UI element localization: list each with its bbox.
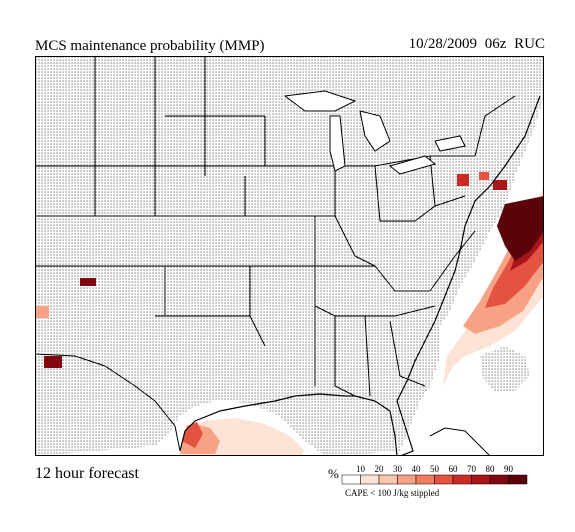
legend-box — [378, 474, 398, 485]
color-legend: 10 20 30 40 50 60 70 80 90 — [341, 464, 528, 485]
legend-box — [397, 474, 417, 485]
stippled-patch-atlantic — [480, 346, 530, 391]
mmp-shade-90 — [497, 196, 544, 261]
legend-tick-label: 60 — [449, 464, 459, 474]
great-lakes — [283, 90, 466, 175]
legend-tick-label: 40 — [412, 464, 422, 474]
florida-coastline — [354, 395, 414, 456]
forecast-label: 12 hour forecast — [35, 465, 139, 482]
legend-tick-labels: 10 20 30 40 50 60 70 80 90 — [356, 464, 514, 474]
stipple-note: CAPE < 100 J/kg stippled — [345, 488, 440, 498]
stippled-region — [35, 56, 544, 456]
mmp-shade-ny-3 — [493, 180, 507, 190]
gulf-coastline — [179, 393, 355, 452]
run-info: 10/28/2009 06z RUC — [408, 36, 545, 52]
legend-box — [341, 474, 361, 485]
legend-box — [489, 474, 509, 485]
legend-box — [452, 474, 472, 485]
mmp-shade-ny — [457, 174, 469, 186]
mmp-shade-10 — [443, 186, 544, 386]
mmp-shade-az — [35, 306, 49, 318]
mmp-shade-nm — [80, 278, 96, 286]
legend-tick-label: 70 — [467, 464, 477, 474]
legend-box — [434, 474, 454, 485]
legend-box — [415, 474, 435, 485]
legend-tick-label: 50 — [430, 464, 440, 474]
mmp-shade-ny-2 — [479, 172, 489, 180]
atlantic-coastline — [396, 95, 541, 402]
legend-tick-label: 10 — [356, 464, 366, 474]
state-borders — [35, 56, 516, 452]
map-title: MCS maintenance probability (MMP) — [35, 38, 265, 54]
legend-box — [508, 474, 528, 485]
map-frame — [35, 56, 544, 456]
legend-tick-label: 30 — [393, 464, 403, 474]
legend-tick-label: 90 — [504, 464, 514, 474]
legend-color-boxes — [341, 474, 528, 485]
probability-map — [35, 56, 544, 456]
legend-box — [360, 474, 380, 485]
island-outline — [429, 427, 491, 456]
legend-box — [471, 474, 491, 485]
percent-symbol: % — [328, 466, 339, 481]
legend-tick-label: 80 — [486, 464, 496, 474]
legend-tick-label: 20 — [375, 464, 385, 474]
mmp-shade-mx — [44, 356, 62, 368]
